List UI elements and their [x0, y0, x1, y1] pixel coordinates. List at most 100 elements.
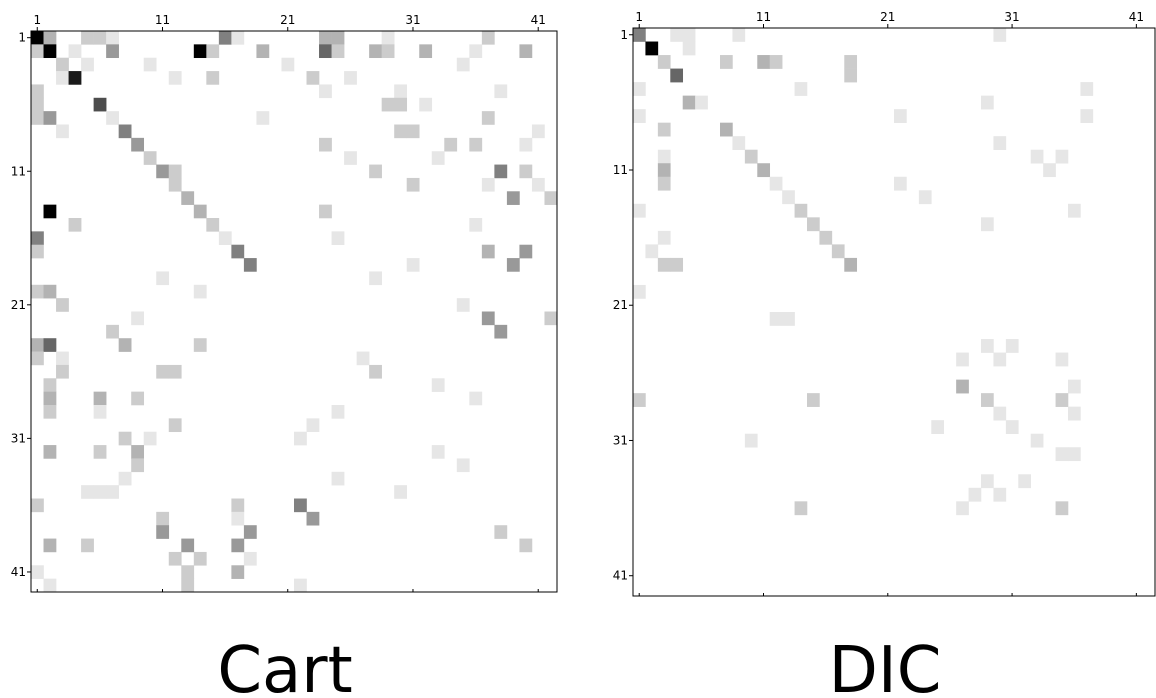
heatmap-cell — [657, 176, 671, 191]
heatmap-cell — [118, 431, 132, 446]
heatmap-cell — [1055, 352, 1069, 367]
heatmap-cell — [31, 284, 44, 299]
heatmap-cell — [306, 511, 320, 526]
heatmap-cell — [68, 71, 82, 85]
heatmap-cell — [31, 244, 44, 259]
heatmap-cell — [218, 31, 232, 45]
y-tick-label: 41 — [11, 565, 26, 579]
heatmap-cell — [231, 511, 245, 526]
heatmap-cell — [306, 71, 320, 85]
heatmap-cell — [657, 149, 671, 164]
heatmap-cell — [43, 31, 57, 45]
heatmap-cell — [481, 111, 495, 125]
heatmap-cell — [281, 57, 295, 72]
heatmap-cell — [118, 124, 132, 139]
heatmap-cell — [633, 393, 646, 407]
heatmap-cell — [93, 31, 107, 45]
x-tick-label: 41 — [531, 13, 546, 27]
heatmap-cell — [1068, 406, 1081, 421]
heatmap-cell — [56, 298, 69, 312]
heatmap-cell — [193, 284, 207, 299]
heatmap-cell — [494, 164, 508, 179]
heatmap-cell — [131, 137, 145, 152]
heatmap-cell — [968, 487, 982, 502]
heatmap-cell — [43, 111, 57, 125]
y-tick-label: 1 — [620, 28, 628, 42]
heatmap-cell — [156, 511, 170, 526]
y-tick-label: 21 — [11, 298, 26, 312]
heatmap-cell — [193, 204, 207, 219]
heatmap-cell — [131, 311, 145, 326]
heatmap-cell — [506, 191, 520, 205]
heatmap-cell — [256, 111, 270, 125]
heatmap-cell — [156, 164, 170, 179]
heatmap-cell — [168, 418, 182, 433]
heatmap-cell — [306, 418, 320, 433]
heatmap-cell — [657, 163, 671, 178]
heatmap-cell — [494, 84, 508, 99]
heatmap-cell — [782, 312, 795, 326]
heatmap-cell — [1030, 433, 1044, 448]
heatmap-cell — [894, 176, 907, 191]
heatmap-cell — [381, 44, 395, 59]
heatmap-cell — [344, 71, 357, 85]
heatmap-cell — [294, 498, 307, 513]
heatmap-cell — [494, 525, 508, 539]
heatmap-cell — [43, 44, 57, 59]
heatmap-cell — [807, 393, 820, 407]
heatmap-cell — [993, 406, 1007, 421]
heatmap-cell — [319, 44, 332, 59]
heatmap-cell — [331, 471, 345, 486]
heatmap-cell — [720, 55, 733, 69]
heatmap-cell — [670, 257, 684, 272]
heatmap-cell — [156, 271, 170, 286]
plot-frame — [632, 27, 1156, 597]
heatmap-cell — [168, 71, 182, 85]
heatmap-cell — [294, 578, 307, 593]
heatmap-cell — [645, 244, 659, 259]
heatmap-cell — [218, 231, 232, 246]
heatmap-cell — [381, 31, 395, 45]
heatmap-cell — [31, 351, 44, 366]
heatmap-cell — [43, 445, 57, 459]
y-tick-label: 31 — [613, 433, 628, 447]
heatmap-cell — [695, 95, 708, 110]
heatmap-cell — [43, 378, 57, 392]
heatmap-cell — [732, 28, 746, 42]
heatmap-cell — [993, 136, 1007, 151]
heatmap-cell — [394, 84, 408, 99]
heatmap-cell — [481, 244, 495, 259]
heatmap-cell — [1055, 393, 1069, 407]
heatmap-cell — [819, 230, 833, 245]
heatmap-cell — [56, 57, 69, 72]
heatmap-cell — [782, 190, 795, 205]
heatmap-cell — [31, 97, 44, 112]
heatmap-cell — [431, 151, 445, 165]
heatmap-cell — [243, 258, 257, 272]
heatmap-cell — [93, 391, 107, 406]
heatmap-cell — [319, 204, 332, 219]
heatmap-cell — [794, 501, 808, 516]
heatmap-cell — [481, 31, 495, 45]
heatmap-cell — [981, 95, 994, 110]
heatmap-cell — [231, 31, 245, 45]
heatmap-cell — [394, 485, 408, 499]
heatmap-cell — [931, 420, 945, 435]
heatmap-cell — [744, 149, 758, 164]
heatmap-cell — [106, 44, 119, 59]
heatmap-cell — [106, 324, 119, 339]
heatmap-cell — [831, 244, 845, 259]
heatmap-cell — [31, 498, 44, 513]
x-tick-label: 11 — [756, 10, 771, 24]
heatmap-cell — [1043, 163, 1056, 178]
heatmap-cell — [519, 164, 533, 179]
heatmap-cell — [519, 44, 533, 59]
heatmap-cell — [68, 44, 82, 59]
heatmap-cell — [918, 190, 932, 205]
heatmap-cell — [319, 84, 332, 99]
heatmap-cell — [469, 218, 483, 232]
heatmap-cell — [844, 257, 858, 272]
heatmap-cell — [43, 405, 57, 419]
